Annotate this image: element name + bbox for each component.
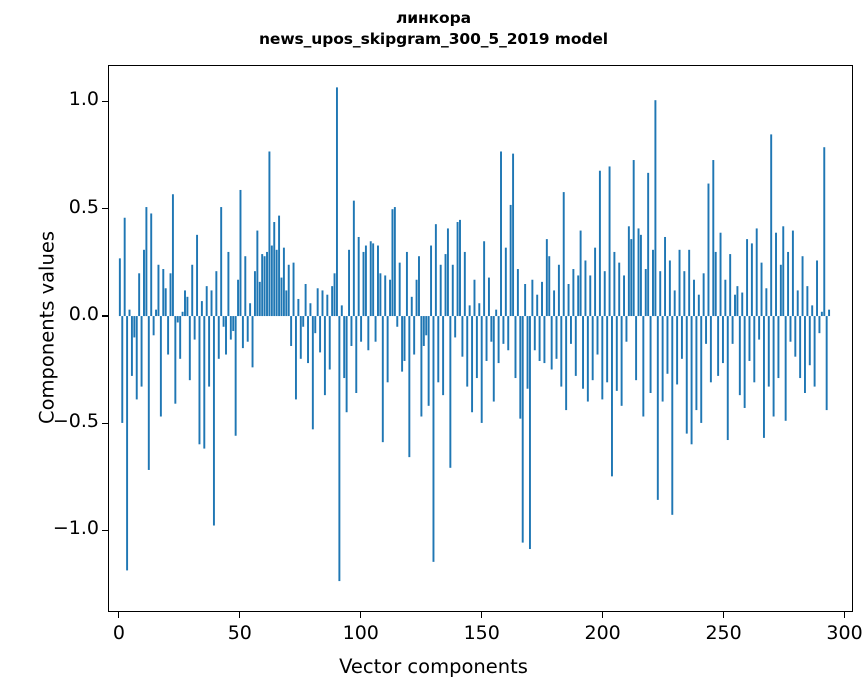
x-tick-label: 50 (227, 622, 252, 644)
x-tick-mark (360, 612, 362, 618)
x-tick-mark (239, 612, 241, 618)
plot-axes (108, 65, 853, 612)
chart-title-line-2: news_upos_skipgram_300_5_2019 model (258, 30, 609, 48)
y-tick-mark (102, 422, 108, 424)
x-tick-label: 100 (342, 622, 379, 644)
y-tick-mark (102, 529, 108, 532)
y-axis-label: Components values (35, 231, 59, 424)
x-tick-label: 150 (463, 622, 500, 644)
x-tick-label: 300 (826, 622, 863, 644)
x-tick-label: 200 (584, 622, 621, 644)
x-tick-label: 250 (705, 622, 742, 644)
y-tick-label: 0.5 (68, 195, 99, 218)
x-tick-mark (602, 612, 604, 618)
x-tick-label: 0 (112, 622, 125, 644)
bar-series (118, 87, 831, 582)
y-tick-mark (102, 100, 108, 103)
y-tick-mark (102, 208, 108, 210)
chart-title-line-1: линкора (396, 9, 471, 27)
y-tick-label: −1.0 (52, 517, 99, 540)
y-tick-label: −0.5 (52, 410, 99, 433)
y-tick-label: 0.0 (68, 302, 99, 325)
y-tick-label: 1.0 (68, 88, 99, 111)
chart-title: линкора news_upos_skipgram_300_5_2019 mo… (0, 8, 867, 50)
y-tick-mark (102, 315, 108, 317)
x-tick-mark (723, 612, 725, 618)
x-axis-label: Vector components (339, 655, 528, 678)
x-tick-mark (844, 612, 846, 618)
x-tick-mark (118, 612, 120, 618)
x-tick-mark (481, 612, 483, 618)
